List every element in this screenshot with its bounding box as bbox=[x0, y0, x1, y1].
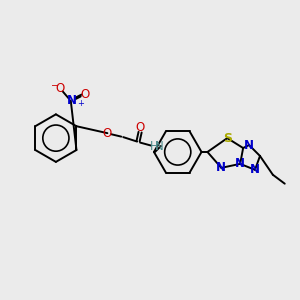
Text: +: + bbox=[77, 99, 84, 108]
Text: O: O bbox=[80, 88, 89, 101]
Text: N: N bbox=[244, 139, 254, 152]
Text: N: N bbox=[235, 158, 245, 170]
Text: N: N bbox=[250, 163, 260, 176]
Text: −: − bbox=[51, 81, 59, 91]
Text: S: S bbox=[223, 132, 232, 145]
Text: H: H bbox=[150, 140, 158, 152]
Text: O: O bbox=[136, 121, 145, 134]
Text: N: N bbox=[154, 140, 163, 152]
Text: O: O bbox=[55, 82, 64, 95]
Text: N: N bbox=[216, 161, 226, 174]
Text: N: N bbox=[67, 94, 77, 107]
Text: O: O bbox=[103, 127, 112, 140]
